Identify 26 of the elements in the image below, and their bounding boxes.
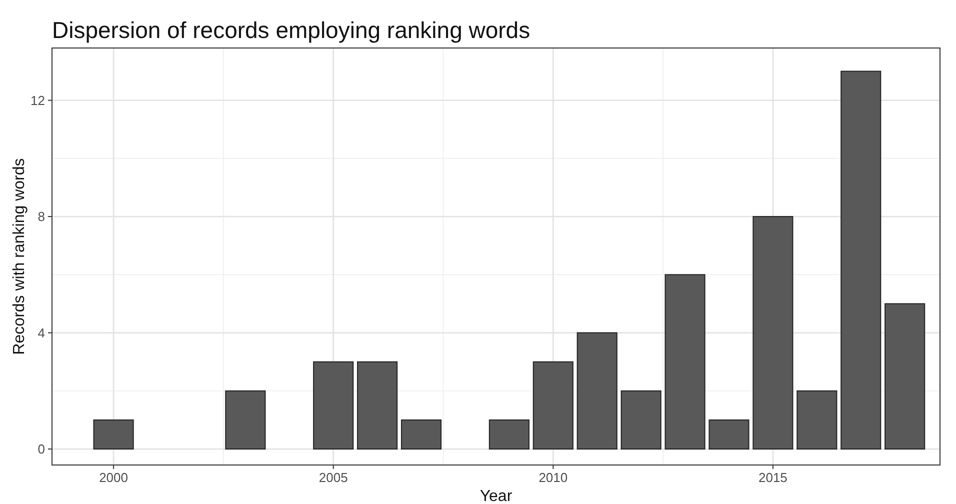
bar	[708, 419, 750, 450]
bar	[532, 361, 574, 450]
bar	[884, 303, 926, 450]
bar	[840, 70, 882, 450]
x-axis-title: Year	[480, 488, 513, 504]
bar	[796, 390, 838, 450]
y-tick-label: 12	[30, 92, 45, 108]
bar	[488, 419, 530, 450]
y-axis-title: Records with ranking words	[11, 158, 28, 355]
x-tick-label: 2005	[318, 470, 348, 485]
y-tick-label: 4	[38, 325, 45, 340]
bar	[93, 419, 134, 450]
bar	[620, 390, 662, 450]
x-tick-label: 2015	[758, 470, 788, 485]
x-tick-label: 2000	[99, 470, 128, 485]
bar	[576, 332, 618, 450]
y-tick-label: 8	[38, 209, 45, 224]
bar	[357, 361, 398, 450]
bar	[752, 216, 794, 450]
bar	[313, 361, 354, 450]
bar	[664, 274, 706, 450]
bar	[225, 390, 266, 450]
chart-title: Dispersion of records employing ranking words	[52, 17, 530, 43]
bar	[400, 419, 442, 450]
y-tick-label: 0	[38, 442, 45, 457]
x-tick-label: 2010	[538, 470, 568, 485]
